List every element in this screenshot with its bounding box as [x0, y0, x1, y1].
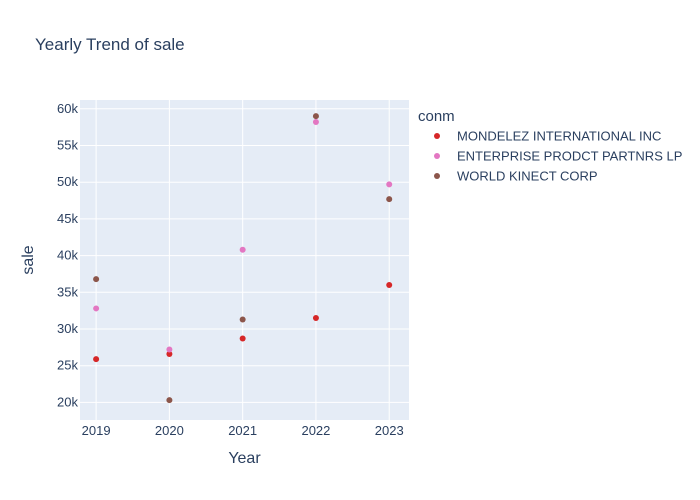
legend-label: WORLD KINECT CORP: [457, 169, 598, 184]
x-tick-label: 2022: [301, 423, 330, 438]
data-point: [386, 181, 393, 188]
data-point: [386, 196, 393, 203]
data-point: [239, 246, 246, 253]
x-axis-ticks: 2019 2020 2021 2022 2023: [82, 423, 404, 438]
legend-marker: [434, 173, 440, 179]
legend-marker: [434, 133, 440, 139]
y-tick-label: 35k: [57, 284, 78, 299]
data-point: [166, 350, 173, 357]
series-1: [93, 119, 393, 353]
grid-lines: [80, 100, 409, 420]
data-point: [239, 335, 246, 342]
data-point: [93, 305, 100, 312]
plot-area: [80, 100, 409, 420]
x-tick-label: 2019: [82, 423, 111, 438]
legend-title: conm: [418, 108, 455, 125]
y-tick-label: 20k: [57, 394, 78, 409]
series-0: [93, 281, 393, 363]
legend-marker: [434, 153, 440, 159]
y-tick-label: 30k: [57, 321, 78, 336]
chart-title: Yearly Trend of sale: [35, 35, 185, 54]
data-point: [239, 316, 246, 323]
y-tick-label: 60k: [57, 101, 78, 116]
data-point: [93, 276, 100, 283]
y-axis-ticks: 20k 25k 30k 35k 40k 45k 50k 55k 60k: [57, 101, 78, 410]
y-tick-label: 45k: [57, 211, 78, 226]
y-axis-title: sale: [20, 245, 37, 274]
data-point: [166, 346, 173, 353]
data-point: [312, 113, 319, 120]
x-tick-label: 2021: [228, 423, 257, 438]
data-point: [386, 281, 393, 288]
data-point: [312, 314, 319, 321]
x-axis-title: Year: [228, 450, 261, 467]
y-tick-label: 55k: [57, 138, 78, 153]
y-tick-label: 40k: [57, 248, 78, 263]
series-2: [93, 113, 393, 404]
legend-label: ENTERPRISE PRODCT PARTNRS LP: [457, 149, 682, 164]
data-points: [93, 113, 393, 404]
data-point: [166, 397, 173, 404]
y-tick-label: 50k: [57, 174, 78, 189]
legend-label: MONDELEZ INTERNATIONAL INC: [457, 129, 661, 144]
x-tick-label: 2023: [375, 423, 404, 438]
x-tick-label: 2020: [155, 423, 184, 438]
y-tick-label: 25k: [57, 358, 78, 373]
data-point: [312, 119, 319, 126]
data-point: [93, 356, 100, 363]
legend: conm MONDELEZ INTERNATIONAL INC ENTERPRIS…: [418, 108, 682, 184]
